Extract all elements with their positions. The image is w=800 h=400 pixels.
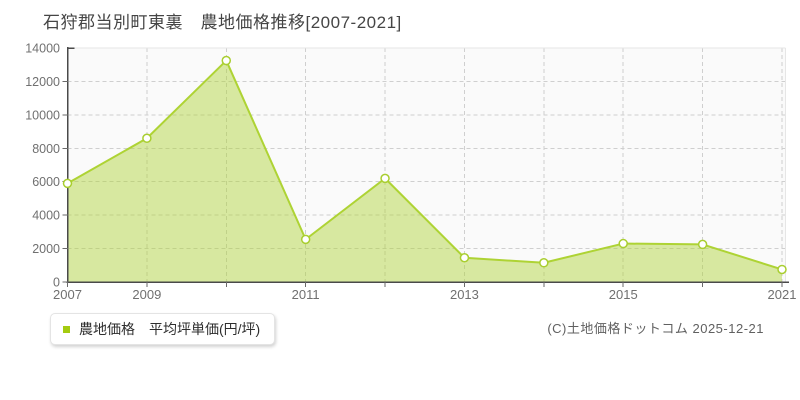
y-tick-label: 4000 <box>32 209 60 223</box>
y-tick-label: 12000 <box>25 75 60 89</box>
y-tick-label: 10000 <box>25 108 60 122</box>
data-point-2014[interactable] <box>539 258 549 268</box>
x-tick-label: 2011 <box>292 287 320 302</box>
data-point-2021[interactable] <box>777 264 787 275</box>
x-tick-label: 2015 <box>609 287 638 302</box>
price-trend-chart: 0 2000 4000 6000 8000 10000 12000 14000 2007 2009… <box>25 42 796 303</box>
y-tick-label: 6000 <box>32 175 60 189</box>
data-point-2012[interactable] <box>380 173 390 184</box>
x-axis-labels: 2007 2009 2011 2013 2015 2021 <box>53 287 796 302</box>
data-point-2015[interactable] <box>618 238 628 249</box>
x-tick-label: 2021 <box>768 287 797 302</box>
grid-lines <box>67 48 786 282</box>
legend: 農地価格 平均坪単価(円/坪) <box>50 313 276 345</box>
legend-label: 農地価格 平均坪単価(円/坪) <box>79 321 261 337</box>
plot-border <box>67 47 786 282</box>
series-marker-icon <box>63 325 70 333</box>
y-tick-label: 8000 <box>32 142 60 156</box>
data-point-markers <box>62 55 787 275</box>
y-tick-label: 2000 <box>32 242 60 256</box>
data-point-2016[interactable] <box>697 239 708 250</box>
trend-line <box>67 59 783 271</box>
y-tick-label: 0 <box>53 276 60 290</box>
plot-area <box>67 48 786 282</box>
y-tick-label: 14000 <box>25 42 60 56</box>
data-point-2013[interactable] <box>459 253 470 263</box>
axis-ticks <box>62 80 783 287</box>
copyright-text: (C)土地価格ドットコム 2025-12-21 <box>547 321 764 336</box>
x-tick-label: 2013 <box>450 287 479 302</box>
x-tick-label: 2009 <box>132 287 161 302</box>
data-point-2010[interactable] <box>221 55 232 66</box>
area-fill <box>67 60 782 283</box>
axes <box>66 47 789 283</box>
y-axis-labels: 0 2000 4000 6000 8000 10000 12000 14000 <box>25 42 60 290</box>
data-point-2011[interactable] <box>300 234 311 245</box>
data-point-2007[interactable] <box>62 178 73 189</box>
chart-title: 石狩郡当別町東裏 農地価格推移[2007-2021] <box>43 13 402 32</box>
data-point-2009[interactable] <box>142 133 152 144</box>
x-tick-label: 2007 <box>53 287 82 302</box>
